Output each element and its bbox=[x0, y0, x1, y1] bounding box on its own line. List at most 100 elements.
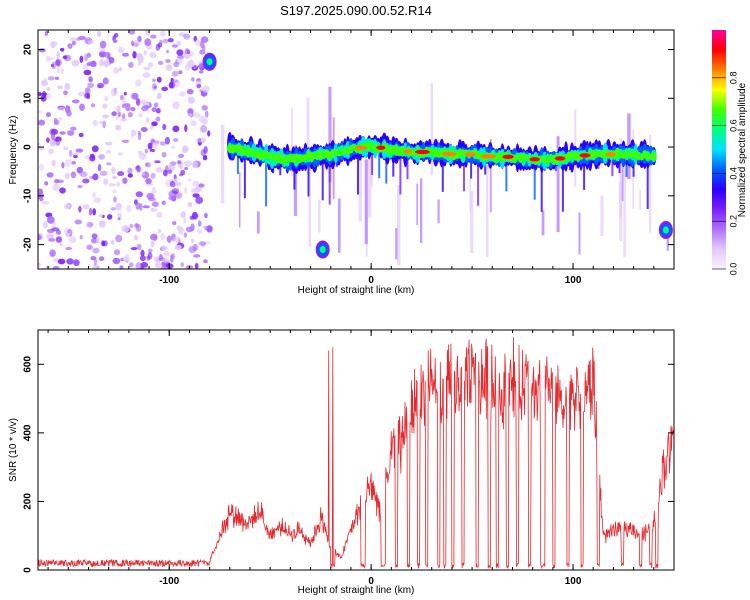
noise-speck bbox=[120, 118, 127, 122]
noise-streak bbox=[397, 185, 401, 266]
noise-speck bbox=[141, 171, 145, 176]
noise-speck bbox=[44, 181, 49, 186]
noise-speck bbox=[142, 205, 150, 209]
noise-speck bbox=[97, 82, 105, 89]
noise-speck bbox=[121, 225, 130, 233]
noise-speck bbox=[57, 106, 66, 112]
noise-speck bbox=[113, 196, 117, 203]
noise-speck bbox=[67, 130, 75, 136]
noise-streak bbox=[308, 158, 311, 247]
noise-speck bbox=[82, 64, 89, 70]
noise-speck bbox=[93, 258, 98, 266]
noise-speck bbox=[97, 31, 102, 37]
noise-speck bbox=[176, 49, 184, 56]
snr-series-line bbox=[38, 337, 674, 570]
noise-speck bbox=[186, 88, 194, 95]
noise-speck bbox=[135, 224, 142, 232]
ridge-smear bbox=[371, 141, 374, 175]
noise-speck bbox=[172, 138, 179, 142]
noise-speck bbox=[155, 167, 163, 173]
noise-speck bbox=[61, 67, 64, 75]
noise-speck bbox=[59, 131, 66, 135]
noise-speck bbox=[105, 162, 112, 166]
noise-speck bbox=[188, 178, 192, 182]
colorbar: 0.0 0.2 0.4 0.6 0.8 Normalized spectral ampl… bbox=[712, 30, 748, 275]
noise-speck bbox=[121, 139, 130, 143]
noise-streak bbox=[416, 183, 418, 226]
noise-speck bbox=[63, 146, 69, 150]
noise-speck bbox=[39, 92, 48, 96]
ridge-smear bbox=[477, 150, 480, 206]
ridge-smear bbox=[540, 154, 543, 212]
noise-speck bbox=[127, 167, 133, 174]
noise-speck bbox=[199, 49, 206, 55]
noise-speck bbox=[126, 204, 132, 213]
noise-speck bbox=[89, 155, 96, 162]
noise-speck bbox=[78, 35, 86, 41]
noise-speck bbox=[61, 162, 65, 169]
noise-speck bbox=[151, 121, 158, 127]
noise-speck bbox=[102, 77, 109, 85]
noise-speck bbox=[92, 263, 99, 269]
noise-speck bbox=[112, 189, 117, 194]
noise-speck bbox=[102, 103, 108, 109]
noise-speck bbox=[46, 216, 55, 224]
y-tick-label: 0 bbox=[23, 144, 34, 150]
noise-streak bbox=[395, 228, 398, 260]
noise-speck bbox=[115, 202, 122, 211]
noise-speck bbox=[92, 191, 96, 199]
noise-streak bbox=[368, 139, 372, 218]
noise-speck bbox=[173, 178, 178, 183]
noise-speck bbox=[92, 173, 99, 181]
noise-speck bbox=[137, 55, 144, 64]
noise-speck bbox=[96, 237, 100, 244]
noise-speck bbox=[165, 59, 171, 63]
noise-speck bbox=[202, 156, 208, 161]
colorbar-tick-label: 0.4 bbox=[728, 167, 738, 180]
noise-speck bbox=[165, 64, 173, 71]
x-tick-label: -100 bbox=[159, 576, 179, 587]
noise-speck bbox=[54, 76, 60, 81]
noise-speck bbox=[43, 77, 47, 84]
noise-speck bbox=[166, 49, 169, 54]
noise-speck bbox=[117, 152, 124, 156]
noise-speck bbox=[98, 256, 105, 262]
noise-streak bbox=[328, 86, 332, 183]
ridge-smear bbox=[265, 150, 268, 207]
noise-speck bbox=[161, 86, 169, 92]
x-tick-label: 0 bbox=[368, 275, 374, 286]
noise-speck bbox=[195, 39, 200, 47]
noise-speck bbox=[201, 118, 208, 125]
colorbar-tick-label: 0.8 bbox=[728, 72, 738, 85]
ridge-peak bbox=[441, 151, 457, 157]
noise-speck bbox=[162, 257, 169, 263]
noise-speck bbox=[46, 172, 54, 178]
noise-speck bbox=[87, 82, 95, 89]
noise-speck bbox=[46, 87, 51, 91]
noise-streak bbox=[649, 134, 652, 233]
noise-speck bbox=[154, 160, 161, 164]
noise-speck bbox=[71, 40, 76, 46]
noise-speck bbox=[92, 119, 98, 127]
noise-speck bbox=[187, 202, 193, 207]
noise-speck bbox=[102, 120, 106, 129]
noise-speck bbox=[153, 102, 159, 108]
noise-speck bbox=[201, 105, 208, 111]
snr-ylabel: SNR (10 * v/v) bbox=[8, 418, 19, 482]
noise-speck bbox=[142, 72, 151, 78]
noise-speck bbox=[65, 246, 73, 251]
noise-speck bbox=[50, 41, 58, 47]
noise-speck bbox=[159, 141, 166, 146]
noise-streak bbox=[306, 97, 310, 175]
noise-speck bbox=[56, 85, 63, 90]
noise-speck bbox=[169, 161, 177, 166]
noise-speck bbox=[155, 108, 161, 114]
snr-frame bbox=[37, 329, 675, 571]
noise-speck bbox=[112, 175, 117, 180]
noise-speck bbox=[91, 233, 98, 239]
spectrogram-ridge bbox=[226, 132, 657, 212]
noise-speck bbox=[138, 113, 143, 118]
noise-streak bbox=[639, 190, 642, 210]
noise-speck bbox=[91, 145, 99, 153]
noise-speck bbox=[192, 180, 200, 187]
